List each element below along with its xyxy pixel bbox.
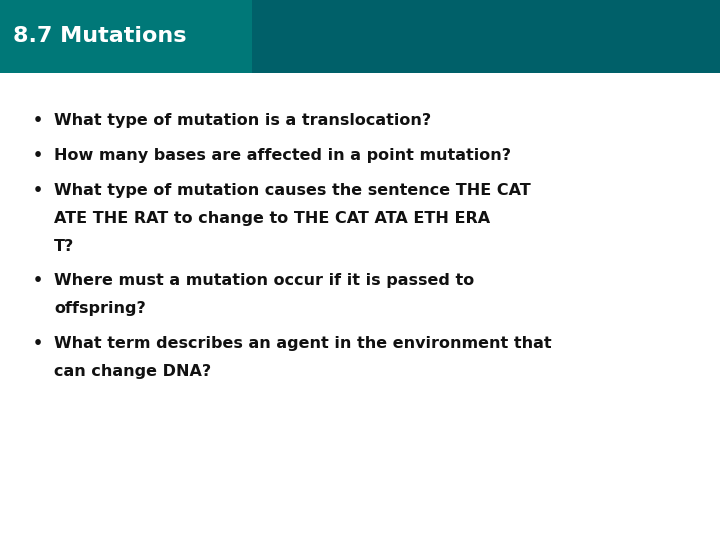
Text: can change DNA?: can change DNA? [54, 364, 211, 379]
Text: offspring?: offspring? [54, 301, 145, 316]
Text: T?: T? [54, 239, 74, 254]
Text: How many bases are affected in a point mutation?: How many bases are affected in a point m… [54, 148, 511, 163]
Bar [0, 73, 720, 540]
Text: What type of mutation is a translocation?: What type of mutation is a translocation… [54, 113, 431, 129]
Text: •: • [32, 336, 42, 351]
Text: •: • [32, 183, 42, 198]
Text: What term describes an agent in the environment that: What term describes an agent in the envi… [54, 336, 552, 351]
Bar [252, 0, 720, 73]
Text: Where must a mutation occur if it is passed to: Where must a mutation occur if it is pas… [54, 273, 474, 288]
Text: •: • [32, 148, 42, 163]
Text: What type of mutation causes the sentence THE CAT: What type of mutation causes the sentenc… [54, 183, 531, 198]
Text: •: • [32, 113, 42, 129]
Text: 8.7 Mutations: 8.7 Mutations [13, 26, 186, 46]
Text: ATE THE RAT to change to THE CAT ATA ETH ERA: ATE THE RAT to change to THE CAT ATA ETH… [54, 211, 490, 226]
Bar [0, 0, 720, 73]
Text: •: • [32, 273, 42, 288]
